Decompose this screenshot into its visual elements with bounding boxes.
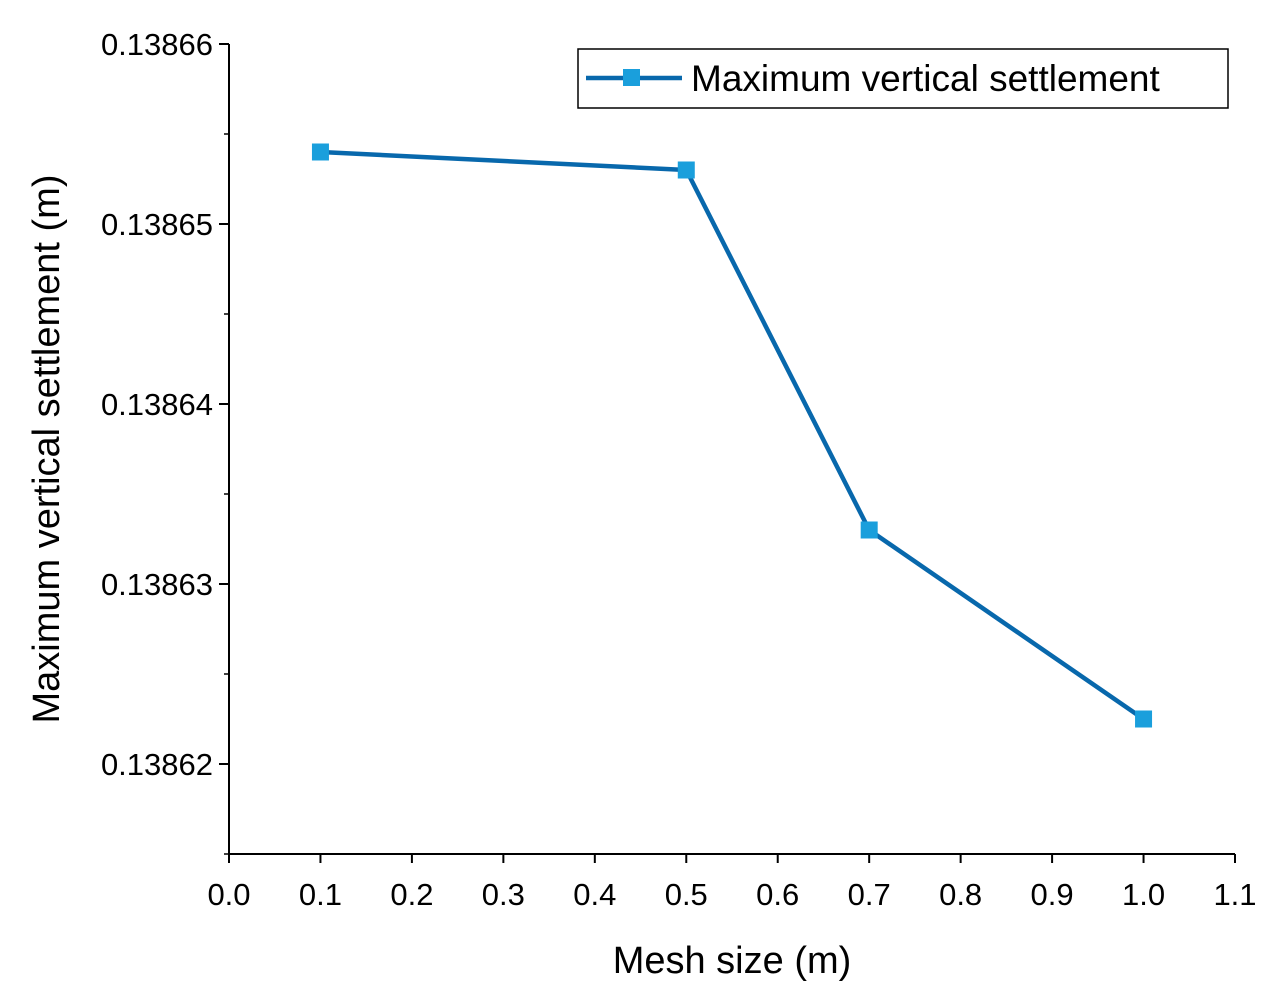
data-point-marker[interactable] (311, 143, 329, 161)
x-tick-label: 0.2 (390, 877, 433, 912)
data-point-marker[interactable] (860, 521, 878, 539)
x-tick-label: 0.5 (665, 877, 708, 912)
x-tick-label: 0.4 (573, 877, 616, 912)
legend-marker-sample (623, 69, 640, 86)
x-ticks: 0.0 0.1 0.2 0.3 0.4 0.5 0.6 0.7 0.8 0.9 1.0 1.1 (207, 854, 1257, 912)
x-tick-label: 0.8 (939, 877, 982, 912)
y-tick-label: 0.13864 (101, 387, 213, 422)
x-tick-label: 0.6 (756, 877, 799, 912)
y-tick-label: 0.13863 (101, 567, 213, 602)
data-point-marker[interactable] (677, 161, 695, 179)
series-line (320, 149, 1145, 721)
y-axis-title: Maximum vertical settlement (m) (26, 175, 68, 724)
x-tick-label: 1.0 (1122, 877, 1165, 912)
legend[interactable]: Maximum vertical settlement (577, 48, 1229, 109)
y-tick-label: 0.13865 (101, 207, 213, 242)
x-axis-title: Mesh size (m) (613, 940, 852, 982)
x-tick-label: 1.1 (1213, 877, 1256, 912)
x-tick-label: 0.7 (848, 877, 891, 912)
axes (228, 44, 1235, 855)
x-tick-label: 0.1 (299, 877, 342, 912)
legend-frame (577, 48, 1229, 109)
y-tick-label: 0.13866 (101, 27, 213, 62)
y-tick-label: 0.13862 (101, 747, 213, 782)
series (311, 143, 1153, 728)
y-ticks: 0.13862 0.13863 0.13864 0.13865 0.13866 (101, 27, 229, 855)
x-tick-label: 0.0 (207, 877, 250, 912)
data-point-marker[interactable] (1135, 710, 1153, 728)
x-tick-label: 0.3 (482, 877, 525, 912)
legend-label: Maximum vertical settlement (691, 58, 1161, 99)
x-tick-label: 0.9 (1031, 877, 1074, 912)
